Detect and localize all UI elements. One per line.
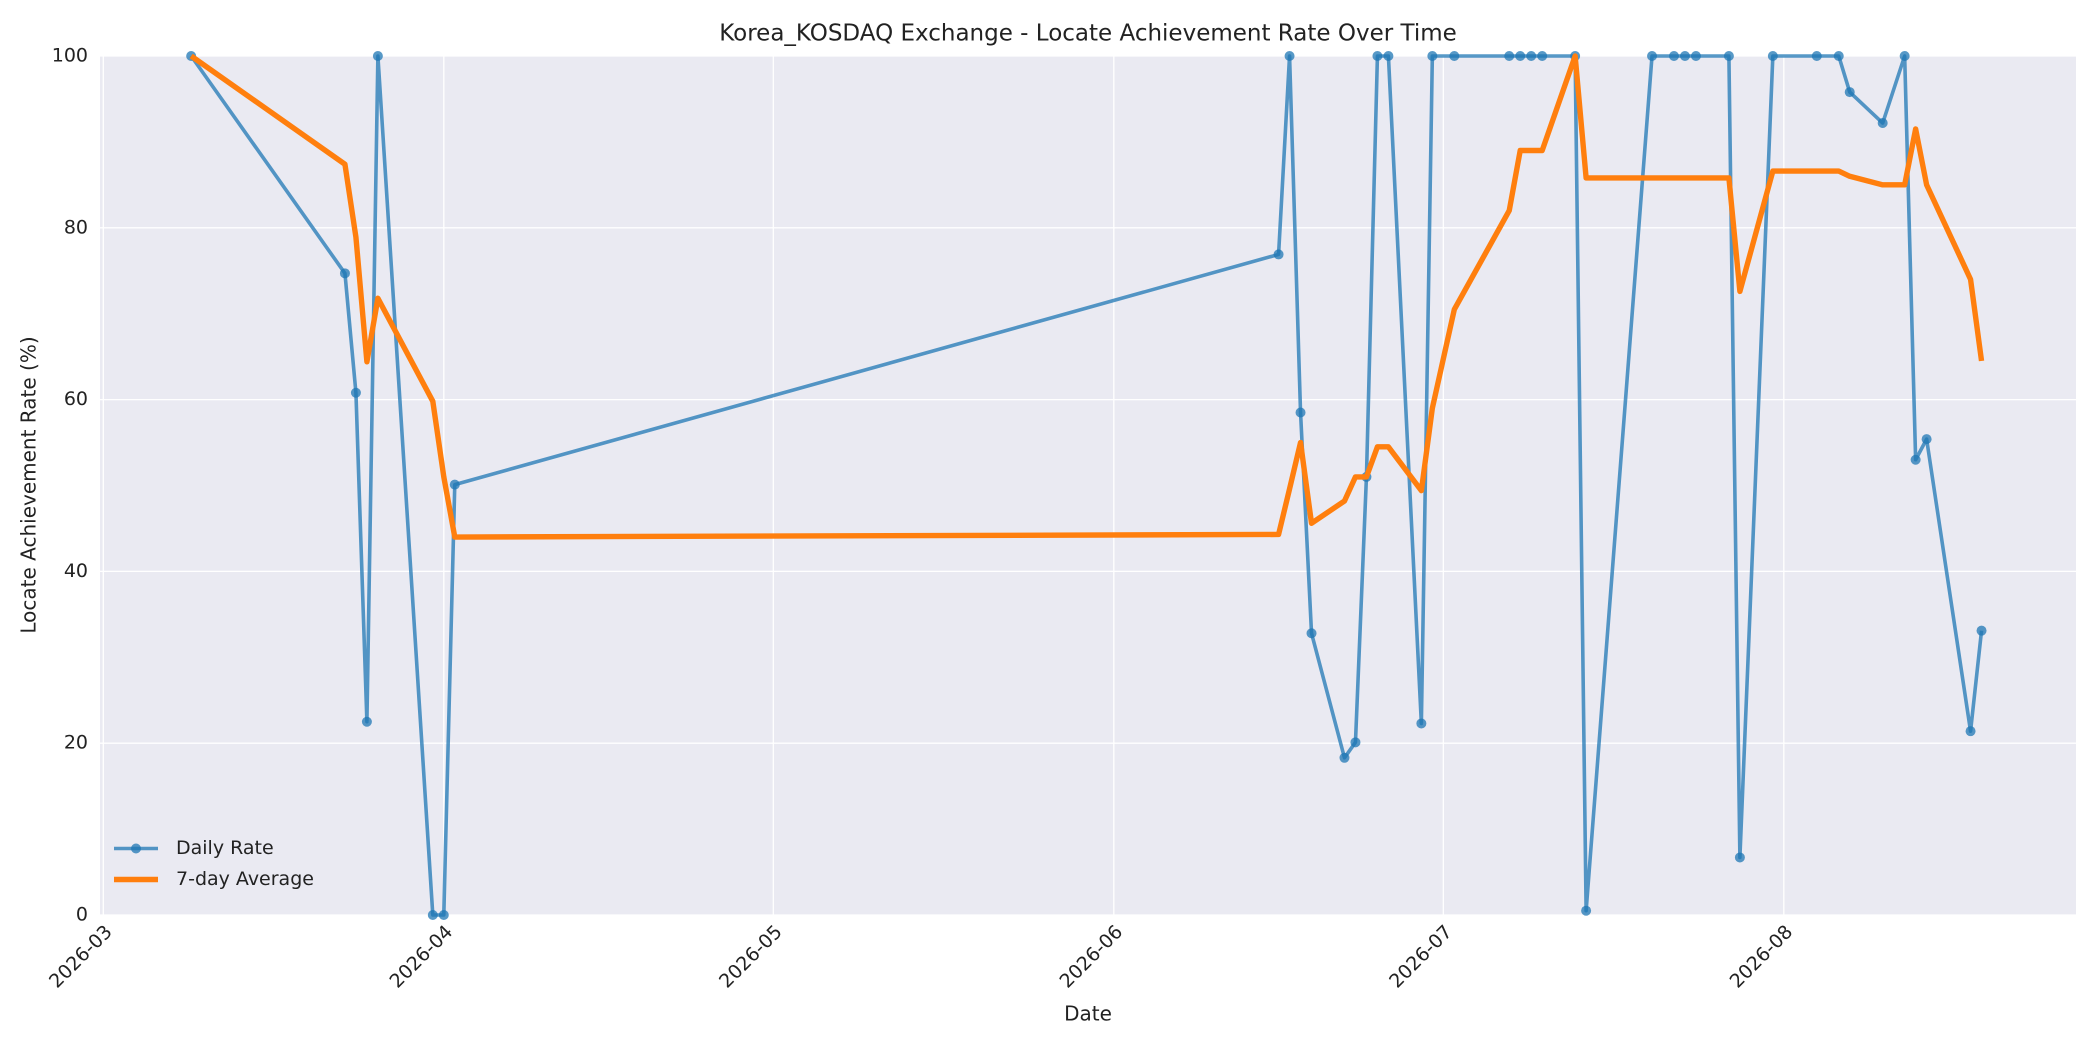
data-point [1526, 51, 1537, 61]
data-point [1690, 51, 1701, 61]
y-tick-label: 20 [64, 732, 88, 754]
y-axis-label: Locate Achievement Rate (%) [17, 336, 41, 633]
x-tick-label: 2026-04 [386, 921, 458, 993]
data-point [1833, 51, 1844, 61]
data-point [372, 51, 383, 61]
data-point [1647, 51, 1658, 61]
series-line [189, 53, 1985, 540]
legend-label: 7-day Average [176, 868, 314, 890]
data-point [1284, 51, 1295, 61]
x-tick-label: 2026-03 [45, 921, 117, 993]
data-point [1910, 454, 1921, 465]
data-point [1504, 51, 1515, 61]
data-point [1668, 51, 1679, 61]
legend-label: Daily Rate [176, 837, 274, 859]
data-point [1383, 51, 1394, 61]
y-tick-label: 80 [64, 216, 88, 238]
data-point [1427, 51, 1438, 61]
x-tick-label: 2026-07 [1385, 921, 1457, 993]
data-point [1295, 407, 1306, 418]
data-point [1581, 905, 1592, 916]
data-point [1537, 51, 1548, 61]
data-point [1339, 752, 1350, 763]
plot-area [100, 56, 2076, 915]
data-point [1416, 718, 1427, 729]
data-point [1965, 726, 1976, 737]
x-tick-label: 2026-08 [1726, 921, 1798, 993]
data-point [438, 910, 449, 920]
data-point [339, 268, 350, 279]
data-point [427, 910, 438, 920]
data-point [1723, 51, 1734, 61]
x-tick-label: 2026-05 [715, 921, 787, 993]
x-axis-label: Date [1064, 1002, 1112, 1026]
y-tick-label: 0 [76, 904, 88, 926]
y-tick-label: 100 [52, 45, 88, 67]
chart-title: Korea_KOSDAQ Exchange - Locate Achieveme… [719, 21, 1457, 47]
series-line [189, 54, 1984, 917]
data-point [361, 716, 372, 727]
data-point [1767, 51, 1778, 61]
data-point [1273, 249, 1284, 260]
data-point [1877, 118, 1888, 129]
data-point [1449, 51, 1460, 61]
data-point [449, 479, 460, 490]
data-point [1372, 51, 1383, 61]
data-point [1844, 87, 1855, 98]
y-tick-label: 40 [64, 560, 88, 582]
data-point [1515, 51, 1526, 61]
data-point [1976, 625, 1987, 636]
y-tick-label: 60 [64, 388, 88, 410]
data-point [350, 387, 361, 398]
data-point [1921, 434, 1932, 445]
data-point [1734, 852, 1745, 863]
data-point [1306, 628, 1317, 639]
data-point [1679, 51, 1690, 61]
data-point [1811, 51, 1822, 61]
data-point [1350, 737, 1361, 748]
legend-marker [131, 843, 141, 854]
x-tick-label: 2026-06 [1056, 921, 1128, 993]
data-point [1899, 51, 1910, 61]
